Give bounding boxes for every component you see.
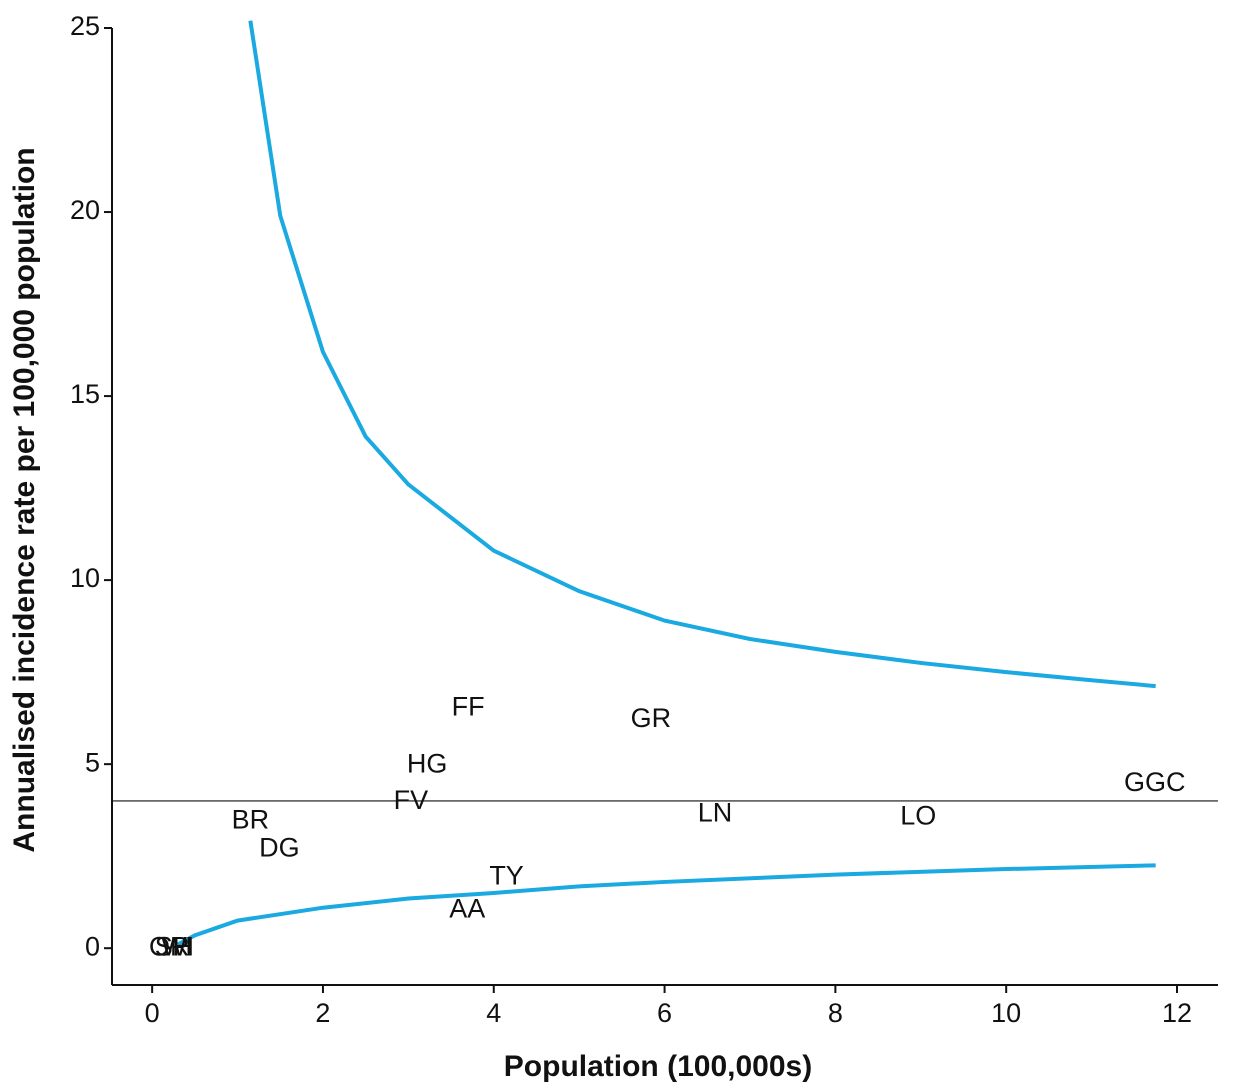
- y-tick-label: 0: [85, 931, 100, 961]
- x-tick-label: 10: [991, 998, 1021, 1028]
- x-tick-label: 4: [486, 998, 501, 1028]
- point-label: WI: [161, 931, 194, 961]
- y-axis-title: Annualised incidence rate per 100,000 po…: [8, 147, 41, 852]
- x-tick-label: 12: [1162, 998, 1192, 1028]
- point-label: DG: [259, 832, 300, 862]
- x-axis-title: Population (100,000s): [504, 1050, 812, 1083]
- x-tick-label: 2: [315, 998, 330, 1028]
- point-label: GGC: [1124, 767, 1186, 797]
- y-tick-label: 15: [70, 379, 100, 409]
- point-label: LO: [900, 800, 936, 830]
- point-label: BR: [232, 804, 270, 834]
- x-tick-label: 6: [657, 998, 672, 1028]
- point-label: HG: [407, 748, 448, 778]
- point-label: GR: [631, 703, 672, 733]
- point-label: OR: [149, 931, 190, 961]
- y-tick-label: 5: [85, 747, 100, 777]
- y-tick-label: 10: [70, 563, 100, 593]
- control-limit: [176, 863, 1156, 947]
- point-label: AA: [449, 893, 485, 923]
- point-label: TY: [489, 860, 524, 890]
- x-tick-label: 0: [145, 998, 160, 1028]
- point-label: LN: [698, 797, 733, 827]
- y-tick-label: 25: [70, 11, 100, 41]
- control-limit: [248, 20, 1156, 689]
- point-label: FF: [452, 691, 485, 721]
- point-label: SH: [155, 931, 193, 961]
- x-tick-label: 8: [828, 998, 843, 1028]
- point-label: FV: [394, 785, 429, 815]
- y-tick-label: 20: [70, 195, 100, 225]
